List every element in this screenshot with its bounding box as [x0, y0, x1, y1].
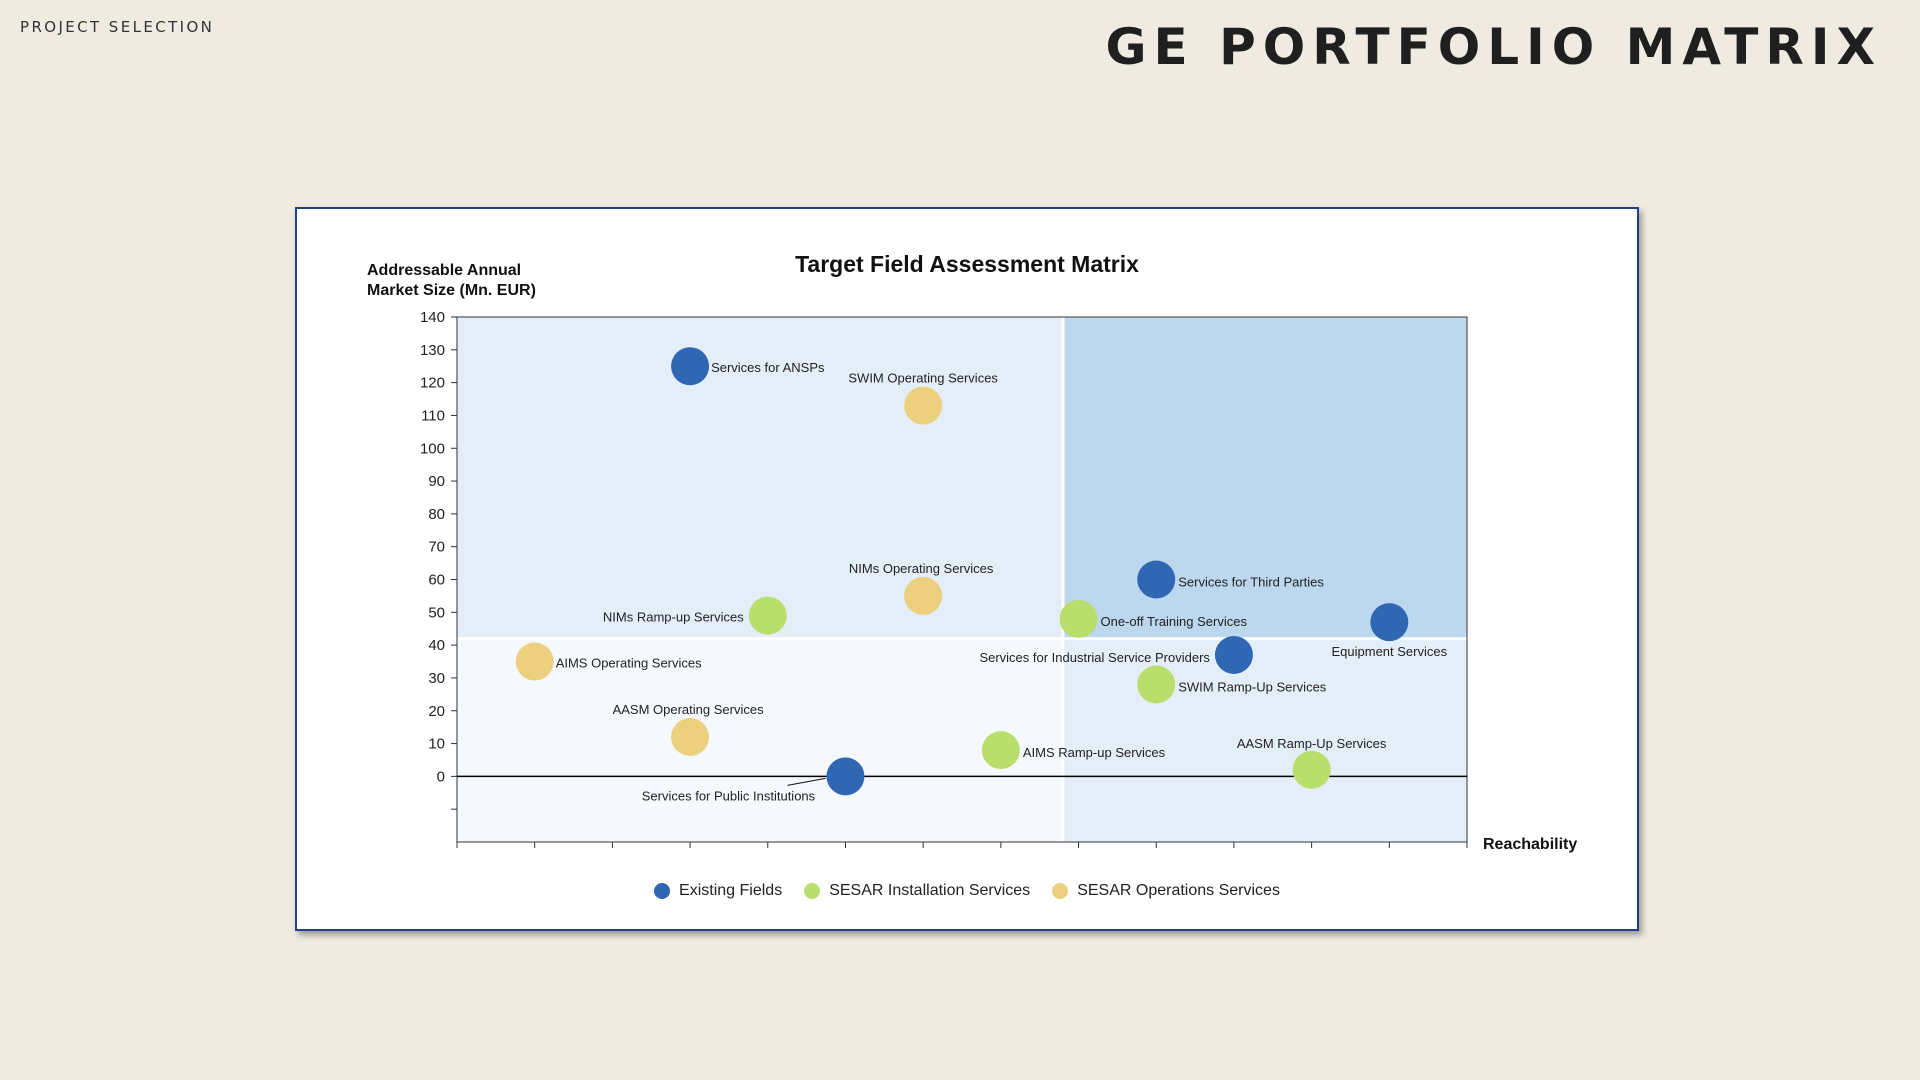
bubble-label: AIMS Operating Services [556, 656, 702, 671]
y-tick-label: 70 [428, 539, 445, 556]
y-tick-label: 90 [428, 473, 445, 490]
bubble-label: AASM Ramp-Up Services [1237, 736, 1387, 751]
y-axis-title-line-2: Market Size (Mn. EUR) [367, 282, 536, 299]
legend-label-sesar-operations: SESAR Operations Services [1077, 882, 1280, 899]
y-tick-label: 130 [420, 342, 445, 359]
bubble-existing-fields [671, 347, 710, 386]
bubble-sesar-installation-services [1059, 599, 1098, 638]
y-axis-title: Addressable Annual Market Size (Mn. EUR) [367, 261, 627, 301]
y-tick-label: 120 [420, 375, 445, 392]
y-tick-label: 110 [421, 407, 445, 424]
y-tick-label: 30 [428, 670, 445, 687]
y-tick-label: 10 [428, 736, 445, 753]
y-tick-label: 140 [420, 309, 445, 326]
legend-label-sesar-installation: SESAR Installation Services [829, 882, 1031, 899]
bubble-sesar-installation-services [748, 596, 787, 635]
y-tick-label: 20 [428, 703, 445, 720]
legend-marker-existing-fields [654, 883, 671, 899]
y-axis-title-line-1: Addressable Annual [367, 262, 522, 279]
bubble-sesar-operations-services [904, 386, 943, 425]
bubble-label: Services for Third Parties [1178, 575, 1324, 590]
chart-frame: 140 130 120 110 100 90 80 70 60 50 40 30 20 10 0 Servic… [295, 207, 1639, 931]
bubble-label: SWIM Ramp-Up Services [1178, 680, 1327, 695]
scatter-chart: 1401301201101009080706050403020100Servic… [420, 309, 1468, 848]
legend-item-sesar-installation: SESAR Installation Services [804, 882, 1030, 900]
bubble-label: Services for Industrial Service Provider… [979, 650, 1210, 665]
bubble-label: Services for Public Institutions [642, 788, 816, 803]
legend-label-existing-fields: Existing Fields [679, 882, 783, 899]
bubble-label: NIMs Operating Services [849, 561, 994, 576]
legend-item-sesar-operations: SESAR Operations Services [1052, 882, 1280, 900]
bubble-label: AIMS Ramp-up Services [1023, 745, 1166, 760]
y-tick-label: 80 [428, 506, 445, 523]
bubble-sesar-installation-services [1292, 750, 1331, 789]
bubble-existing-fields [1214, 635, 1253, 674]
bubble-label: Services for ANSPs [711, 360, 825, 375]
bubble-sesar-installation-services [981, 731, 1020, 770]
y-tick-label: 100 [420, 440, 445, 457]
chart-legend: Existing Fields SESAR Installation Servi… [297, 882, 1637, 900]
quadrant-upper-right [1063, 317, 1467, 639]
bubble-label: SWIM Operating Services [848, 371, 998, 386]
bubble-sesar-installation-services [1137, 665, 1176, 704]
bubble-existing-fields [826, 757, 865, 796]
page-title: GE PORTFOLIO MATRIX [1105, 18, 1882, 76]
quadrant-lower-right [1063, 638, 1467, 842]
bubble-label: NIMs Ramp-up Services [603, 610, 744, 625]
y-tick-label: 60 [428, 572, 445, 589]
y-tick-label: 40 [428, 637, 445, 654]
y-tick-label: 0 [437, 768, 445, 785]
section-label: PROJECT SELECTION [20, 18, 215, 36]
x-axis-title: Reachability [1483, 836, 1578, 853]
legend-marker-sesar-operations [1052, 883, 1069, 899]
bubble-label: AASM Operating Services [613, 702, 765, 717]
chart-title: Target Field Assessment Matrix [795, 251, 1139, 277]
quadrant-lower-left [457, 638, 1063, 842]
y-tick-label: 50 [428, 604, 445, 621]
legend-marker-sesar-installation [804, 883, 821, 899]
leader-line [787, 777, 826, 786]
quadrant-upper-left [457, 317, 1063, 639]
bubble-label: One-off Training Services [1101, 614, 1248, 629]
legend-item-existing-fields: Existing Fields [654, 882, 782, 900]
bubble-existing-fields [1137, 560, 1176, 599]
bubble-sesar-operations-services [515, 642, 554, 681]
bubble-label: Equipment Services [1331, 644, 1447, 659]
bubble-existing-fields [1370, 603, 1409, 642]
bubble-sesar-operations-services [671, 718, 710, 756]
bubble-sesar-operations-services [904, 576, 943, 615]
